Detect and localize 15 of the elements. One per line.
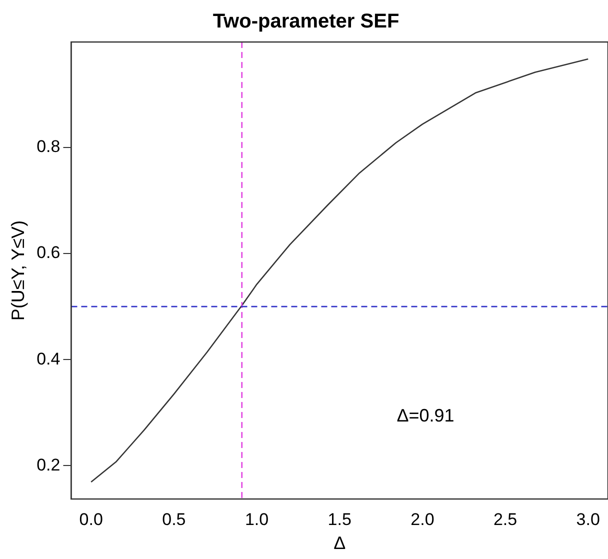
- x-axis-title: Δ: [334, 533, 346, 554]
- chart-title: Two-parameter SEF: [212, 10, 400, 33]
- x-tick-label: 2.0: [410, 510, 434, 529]
- y-tick-label: 0.8: [36, 137, 60, 156]
- y-tick-label: 0.6: [36, 243, 60, 262]
- y-tick-label: 0.2: [36, 455, 60, 474]
- x-tick-label: 2.5: [493, 510, 518, 529]
- x-tick-label: 1.0: [244, 510, 269, 529]
- x-tick-label: 0.5: [162, 510, 186, 529]
- y-axis-title: P(U≤Y, Y≤V): [8, 220, 28, 321]
- y-tick-label: 0.4: [36, 349, 60, 368]
- x-tick-label: 3.0: [576, 510, 600, 529]
- x-tick-label: 0.0: [79, 510, 103, 529]
- annotation: Δ=0.91: [396, 406, 454, 426]
- x-tick-label: 1.5: [328, 510, 352, 529]
